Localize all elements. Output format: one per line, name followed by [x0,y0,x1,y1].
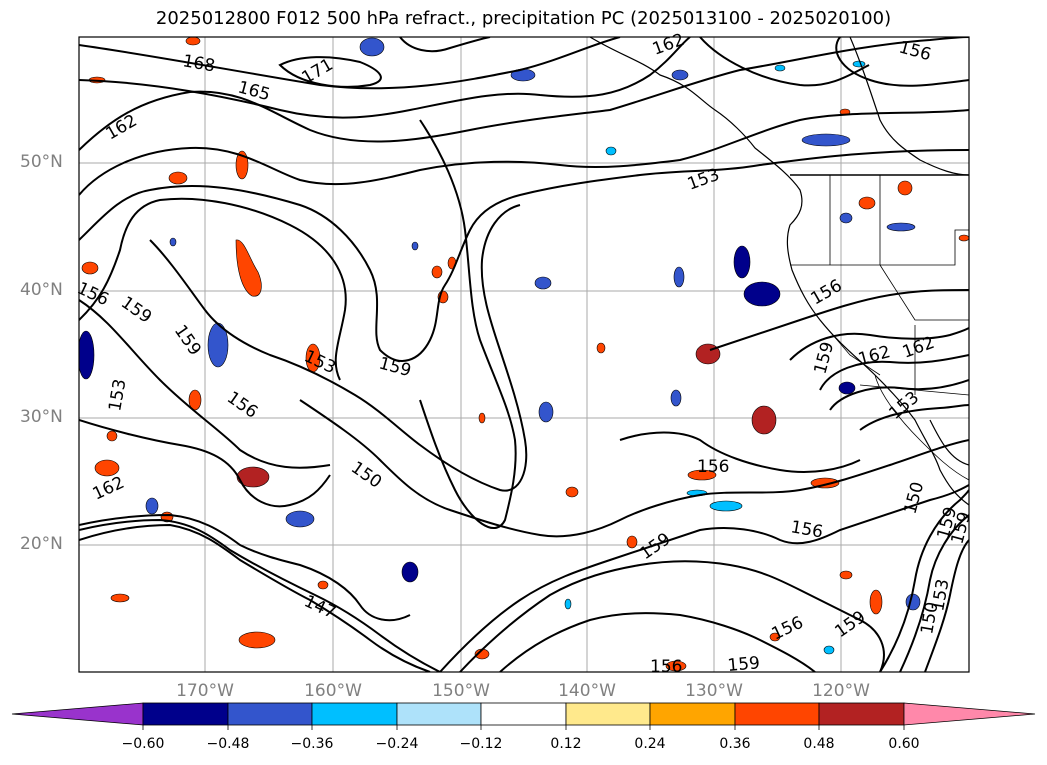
lon-label-130w: 130°W [685,681,743,701]
colorbar-segment [734,702,820,726]
colorbar-tick-label: −0.24 [375,736,419,752]
colorbar-extend-max [903,702,1036,726]
contour-label: 159 [811,340,839,377]
colorbar-segment [396,702,482,726]
colorbar-tick-label: −0.36 [290,736,334,752]
contour-label: 159 [117,293,155,328]
lat-label-50n: 50°N [20,152,63,172]
colorbar [11,702,1036,730]
contour-label: 153 [105,377,130,412]
lon-label-160w: 160°W [304,681,362,701]
colorbar-segment [649,702,736,726]
lat-label-20n: 20°N [20,534,63,554]
negative-precip-blobs [79,37,921,655]
colorbar-segment [565,702,651,726]
contour-label: 159 [636,529,674,564]
colorbar-tick-label: 0.60 [888,736,920,752]
contour-label: 156 [697,457,729,477]
colorbar-extend-min [11,702,144,726]
lon-label-140w: 140°W [558,681,616,701]
contour-label: 162 [650,30,687,60]
colorbar-segment [480,702,567,726]
contour-label: 156 [897,38,934,66]
colorbar-tick-label: −0.60 [121,736,165,752]
contour-label: 162 [103,111,141,145]
contour-label: 156 [650,657,682,677]
colorbar-tick-label: 0.12 [550,736,582,752]
precipitation-areas [79,37,969,672]
contour-label: 156 [769,613,807,645]
contour-label: 150 [347,458,385,493]
colorbar-tick-marks [142,725,905,730]
colorbar-segment [818,702,905,726]
colorbar-segment [142,702,229,726]
colorbar-tick-label: 0.36 [719,736,751,752]
colorbar-tick-label: −0.12 [459,736,503,752]
contour-label: 159 [377,354,414,382]
lat-label-30n: 30°N [20,407,63,427]
contour-label: 162 [90,473,128,505]
lat-label-40n: 40°N [20,280,63,300]
contour-label: 156 [223,388,261,423]
colorbar-segment [311,702,398,726]
contour-label: 162 [900,333,937,363]
colorbar-segment [227,702,313,726]
map-title: 2025012800 F012 500 hPa refract., precip… [155,8,892,29]
lon-label-120w: 120°W [812,681,870,701]
contour-label: 156 [808,276,846,310]
contour-label: 168 [181,51,216,76]
contour-label-group: 168 165 171 162 162 153 156 159 159 153 … [74,30,975,677]
colorbar-tick-label: 0.24 [634,736,666,752]
plot-frame [78,36,970,673]
contour-label: 156 [789,517,824,542]
contour-label: 159 [831,607,869,642]
contour-label: 159 [170,321,205,359]
contour-label: 150 [917,600,942,635]
contour-label: 159 [727,653,761,676]
lon-label-170w: 170°W [176,681,234,701]
colorbar-tick-label: 0.48 [803,736,835,752]
contour-label: 150 [901,480,929,517]
contour-label: 162 [856,342,893,370]
colorbar-tick-label: −0.48 [206,736,250,752]
refractivity-contours [79,37,969,672]
lon-label-150w: 150°W [432,681,490,701]
contour-label: 153 [685,165,722,195]
coastlines [589,37,969,506]
